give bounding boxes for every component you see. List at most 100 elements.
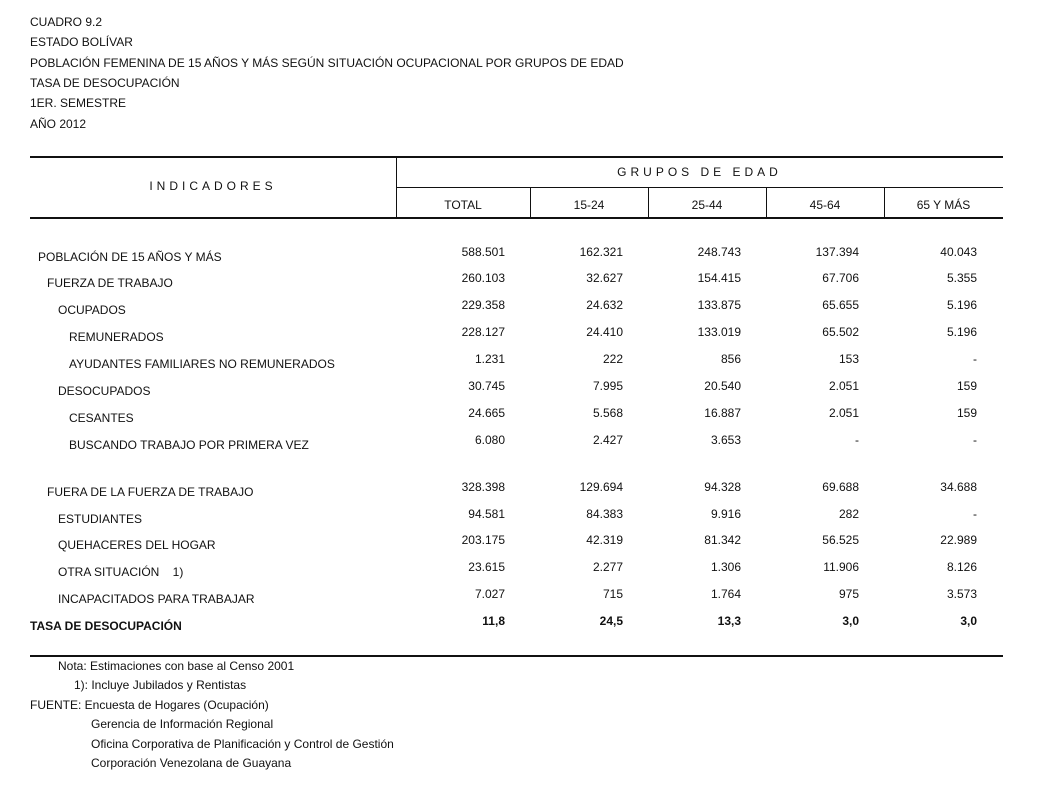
cell-value: 32.627 bbox=[586, 271, 623, 285]
cell-value: 11.906 bbox=[823, 560, 859, 574]
group-header: GRUPOS DE EDAD bbox=[617, 165, 782, 179]
column-separator bbox=[884, 188, 885, 218]
stub-separator bbox=[396, 157, 397, 218]
cell-value: 260.103 bbox=[461, 271, 505, 285]
cell-value: 24,5 bbox=[599, 614, 623, 628]
column-separator bbox=[648, 188, 649, 218]
cell-value: 129.694 bbox=[579, 480, 623, 494]
row-label: OCUPADOS bbox=[58, 303, 126, 317]
row-label: CESANTES bbox=[69, 411, 134, 425]
column-header: 45-64 bbox=[809, 198, 841, 212]
cell-value: 715 bbox=[602, 587, 623, 601]
cell-value: 81.342 bbox=[704, 533, 741, 547]
cell-value: - bbox=[973, 507, 977, 521]
cell-value: 5.568 bbox=[592, 406, 623, 420]
cell-value: 84.383 bbox=[586, 507, 623, 521]
cell-value: 159 bbox=[956, 406, 977, 420]
note-line: Corporación Venezolana de Guayana bbox=[91, 756, 292, 770]
cell-value: 1.231 bbox=[474, 352, 505, 366]
cell-value: 69.688 bbox=[822, 480, 859, 494]
cell-value: 328.398 bbox=[461, 480, 505, 494]
cell-value: 133.875 bbox=[697, 298, 741, 312]
cell-value: 222 bbox=[602, 352, 623, 366]
cell-value: 2.427 bbox=[592, 433, 623, 447]
cell-value: 5.355 bbox=[946, 271, 977, 285]
cell-value: 153 bbox=[838, 352, 859, 366]
cell-value: 6.080 bbox=[474, 433, 505, 447]
column-separator bbox=[766, 188, 767, 218]
column-header: 15-24 bbox=[573, 198, 605, 212]
row-label: INCAPACITADOS PARA TRABAJAR bbox=[58, 592, 255, 606]
cell-value: 65.655 bbox=[822, 298, 859, 312]
column-header: TOTAL bbox=[444, 198, 482, 212]
cell-value: 1.764 bbox=[710, 587, 741, 601]
cell-value: 94.581 bbox=[468, 507, 505, 521]
cell-value: 282 bbox=[838, 507, 859, 521]
row-label: TASA DE DESOCUPACIÓN bbox=[30, 619, 182, 633]
header-line: ESTADO BOLÍVAR bbox=[30, 35, 133, 50]
cell-value: 137.394 bbox=[815, 245, 859, 259]
cell-value: 2.051 bbox=[828, 379, 859, 393]
cell-value: 856 bbox=[720, 352, 741, 366]
note-line: Gerencia de Información Regional bbox=[91, 717, 274, 732]
cell-value: 3.653 bbox=[710, 433, 741, 447]
table-bottom-rule bbox=[30, 655, 1003, 657]
cell-value: 1.306 bbox=[710, 560, 741, 574]
row-label: ESTUDIANTES bbox=[58, 512, 143, 526]
row-label: DESOCUPADOS bbox=[58, 384, 151, 398]
cell-value: 248.743 bbox=[697, 245, 741, 259]
group-rule bbox=[396, 187, 1003, 188]
row-label: BUSCANDO TRABAJO POR PRIMERA VEZ bbox=[69, 438, 309, 452]
note-line: Nota: Estimaciones con base al Censo 200… bbox=[58, 659, 295, 673]
stub-header: INDICADORES bbox=[149, 179, 277, 193]
header-line: 1ER. SEMESTRE bbox=[30, 96, 127, 111]
note-line: FUENTE: Encuesta de Hogares (Ocupación) bbox=[30, 697, 269, 712]
row-label: QUEHACERES DEL HOGAR bbox=[58, 538, 216, 552]
cell-value: 13,3 bbox=[717, 614, 741, 628]
cell-value: 228.127 bbox=[461, 325, 505, 339]
row-label: FUERA DE LA FUERZA DE TRABAJO bbox=[47, 485, 254, 499]
cell-value: 3.573 bbox=[946, 587, 977, 601]
cell-value: 42.319 bbox=[586, 533, 623, 547]
cell-value: 3,0 bbox=[960, 614, 977, 628]
cell-value: 5.196 bbox=[946, 325, 977, 339]
row-label: AYUDANTES FAMILIARES NO REMUNERADOS bbox=[69, 357, 335, 371]
cell-value: 7.027 bbox=[474, 587, 505, 601]
table-top-rule bbox=[30, 156, 1003, 158]
row-label: OTRA SITUACIÓN 1) bbox=[58, 565, 184, 579]
cell-value: 24.410 bbox=[586, 325, 623, 339]
cell-value: 67.706 bbox=[822, 271, 859, 285]
row-label: REMUNERADOS bbox=[69, 330, 164, 344]
cell-value: 40.043 bbox=[940, 245, 977, 259]
cell-value: 23.615 bbox=[468, 560, 505, 574]
column-header: 65 Y MÁS bbox=[916, 198, 971, 212]
cell-value: 65.502 bbox=[822, 325, 859, 339]
cell-value: 3,0 bbox=[842, 614, 859, 628]
cell-value: 7.995 bbox=[592, 379, 623, 393]
note-line: Oficina Corporativa de Planificación y C… bbox=[91, 736, 394, 751]
cell-value: 2.051 bbox=[828, 406, 859, 420]
cell-value: 203.175 bbox=[461, 533, 505, 547]
cell-value: 2.277 bbox=[592, 560, 623, 574]
header-line: CUADRO 9.2 bbox=[30, 15, 103, 29]
row-label: POBLACIÓN DE 15 AÑOS Y MÁS bbox=[38, 250, 222, 264]
cell-value: - bbox=[855, 433, 859, 447]
column-separator bbox=[530, 188, 531, 218]
cell-value: 8.126 bbox=[946, 560, 977, 574]
cell-value: 20.540 bbox=[704, 379, 741, 393]
cell-value: 5.196 bbox=[946, 298, 977, 312]
cell-value: 94.328 bbox=[704, 480, 741, 494]
column-header: 25-44 bbox=[691, 198, 723, 212]
cell-value: 133.019 bbox=[697, 325, 741, 339]
row-label: FUERZA DE TRABAJO bbox=[47, 276, 173, 290]
header-bottom-rule bbox=[30, 217, 1003, 219]
cell-value: 975 bbox=[838, 587, 859, 601]
cell-value: 229.358 bbox=[461, 298, 505, 312]
cell-value: 22.989 bbox=[940, 533, 977, 547]
cell-value: - bbox=[973, 352, 977, 366]
cell-value: 16.887 bbox=[704, 406, 741, 420]
header-line: TASA DE DESOCUPACIÓN bbox=[30, 75, 180, 90]
cell-value: 11,8 bbox=[482, 614, 505, 628]
note-line: 1): Incluye Jubilados y Rentistas bbox=[74, 678, 247, 693]
